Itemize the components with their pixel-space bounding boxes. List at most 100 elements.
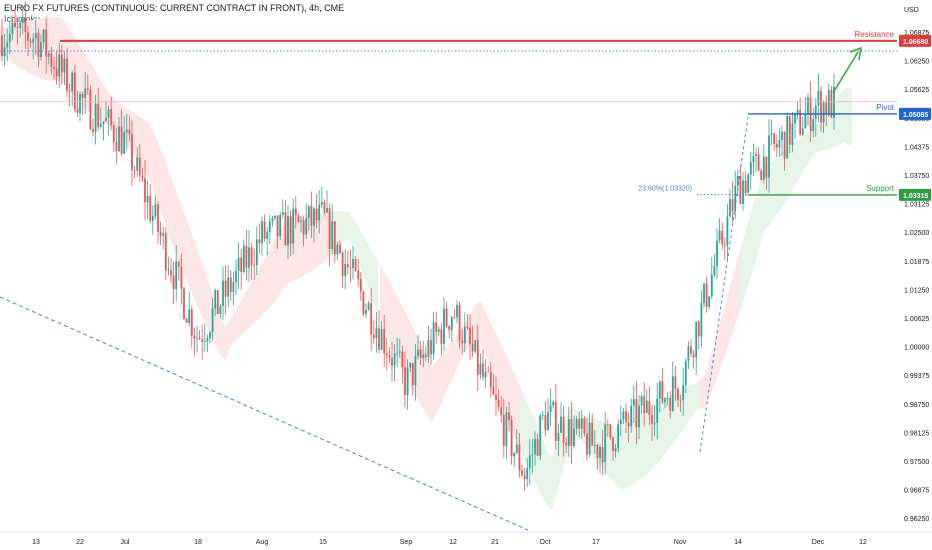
candle[interactable]	[505, 406, 508, 460]
candle[interactable]	[731, 181, 734, 224]
candle[interactable]	[492, 374, 495, 396]
candle[interactable]	[609, 424, 612, 440]
candle[interactable]	[328, 203, 331, 267]
candle[interactable]	[40, 34, 42, 61]
candle[interactable]	[666, 392, 669, 406]
candle[interactable]	[271, 216, 274, 227]
trendline[interactable]	[0, 296, 529, 531]
candle[interactable]	[469, 314, 471, 361]
candle[interactable]	[21, 5, 24, 35]
candle[interactable]	[456, 300, 458, 323]
candle[interactable]	[814, 98, 817, 137]
candle[interactable]	[274, 215, 276, 221]
candle[interactable]	[453, 308, 456, 319]
candle[interactable]	[726, 204, 729, 261]
candle[interactable]	[482, 349, 484, 381]
candle[interactable]	[79, 91, 81, 122]
candle[interactable]	[333, 221, 336, 263]
candle[interactable]	[430, 328, 432, 365]
candle[interactable]	[479, 353, 482, 380]
candle[interactable]	[162, 226, 165, 250]
candle[interactable]	[154, 195, 157, 220]
projection-arrow[interactable]	[832, 51, 859, 94]
candle[interactable]	[554, 383, 557, 450]
candle[interactable]	[534, 431, 536, 466]
candle[interactable]	[562, 405, 565, 457]
candle[interactable]	[242, 239, 245, 274]
candle[interactable]	[357, 258, 360, 287]
candle[interactable]	[14, 9, 16, 28]
candle[interactable]	[653, 405, 656, 436]
candle[interactable]	[125, 114, 128, 151]
candle[interactable]	[591, 413, 594, 447]
candle[interactable]	[1, 18, 3, 62]
candle[interactable]	[612, 436, 614, 461]
candle[interactable]	[362, 290, 365, 316]
candle[interactable]	[219, 304, 222, 319]
candle[interactable]	[19, 20, 22, 38]
candle[interactable]	[367, 300, 370, 311]
candle[interactable]	[157, 201, 159, 244]
candle[interactable]	[344, 249, 347, 290]
candle[interactable]	[638, 395, 640, 440]
candle[interactable]	[211, 298, 214, 341]
candle[interactable]	[417, 334, 419, 360]
candle[interactable]	[128, 115, 131, 142]
candle[interactable]	[710, 257, 713, 300]
candle[interactable]	[687, 341, 690, 370]
candle[interactable]	[770, 120, 773, 146]
candle[interactable]	[188, 292, 191, 327]
candle[interactable]	[263, 214, 266, 243]
candle[interactable]	[138, 144, 141, 182]
candle[interactable]	[521, 464, 523, 477]
candle[interactable]	[632, 385, 635, 423]
candle[interactable]	[118, 117, 120, 152]
candle[interactable]	[359, 271, 362, 301]
candle[interactable]	[705, 276, 708, 313]
candle[interactable]	[463, 312, 466, 353]
candle[interactable]	[622, 408, 625, 425]
candle[interactable]	[393, 344, 396, 382]
candle[interactable]	[796, 101, 799, 120]
candle[interactable]	[671, 361, 674, 412]
candle[interactable]	[29, 37, 32, 48]
candle[interactable]	[346, 251, 349, 275]
candle[interactable]	[700, 290, 703, 348]
candle[interactable]	[375, 311, 378, 353]
candle[interactable]	[55, 51, 58, 85]
candle[interactable]	[159, 221, 162, 246]
candle[interactable]	[235, 259, 237, 296]
candle[interactable]	[66, 47, 68, 98]
candle[interactable]	[599, 444, 601, 474]
candle[interactable]	[799, 98, 802, 137]
candle[interactable]	[354, 255, 357, 272]
candle[interactable]	[297, 213, 300, 223]
candle[interactable]	[94, 94, 97, 145]
candle[interactable]	[500, 396, 503, 424]
price-axis[interactable]	[897, 0, 932, 550]
candle[interactable]	[651, 404, 653, 441]
candle[interactable]	[281, 199, 284, 219]
candle[interactable]	[596, 443, 599, 470]
candle[interactable]	[760, 168, 763, 181]
candle[interactable]	[170, 257, 172, 284]
candle[interactable]	[177, 261, 180, 281]
candle[interactable]	[716, 228, 718, 280]
candle[interactable]	[734, 171, 737, 219]
candle[interactable]	[531, 439, 534, 474]
candle[interactable]	[214, 288, 217, 316]
candle[interactable]	[47, 50, 50, 65]
candle[interactable]	[292, 198, 295, 255]
candle[interactable]	[713, 254, 716, 278]
candle[interactable]	[508, 402, 510, 432]
candle[interactable]	[583, 416, 586, 437]
candle[interactable]	[258, 223, 261, 254]
candle[interactable]	[489, 362, 492, 399]
candle[interactable]	[437, 326, 440, 336]
candle[interactable]	[45, 17, 48, 74]
candle[interactable]	[396, 337, 399, 368]
candle[interactable]	[471, 326, 474, 357]
candle[interactable]	[50, 46, 53, 75]
candle[interactable]	[461, 329, 464, 354]
